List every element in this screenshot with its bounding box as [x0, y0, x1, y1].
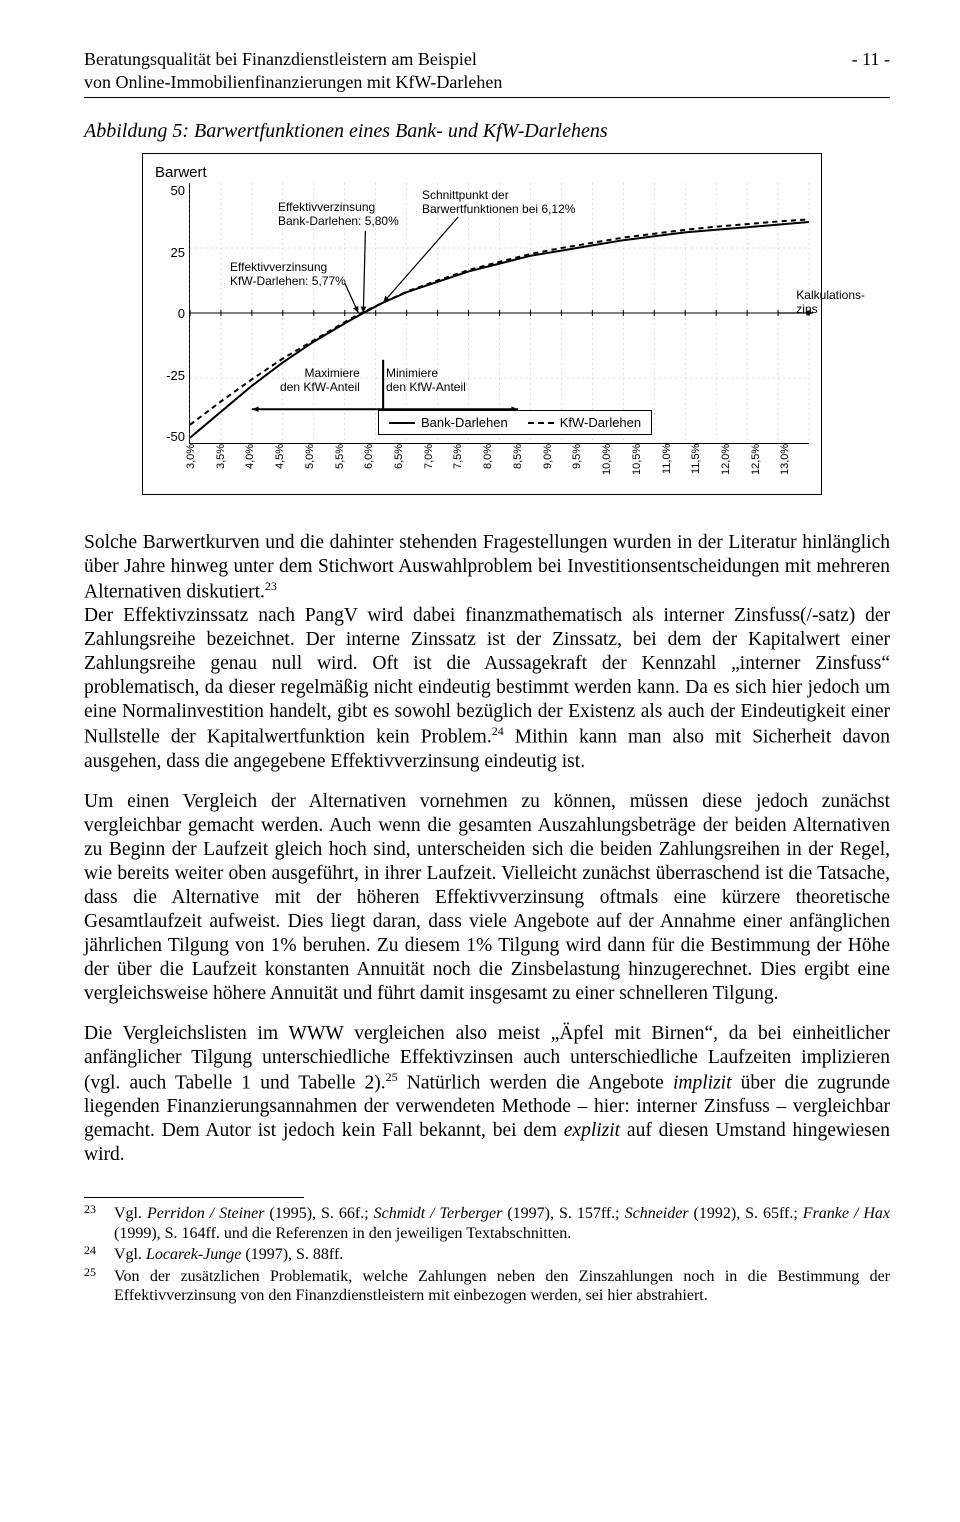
xtick: 12,0%	[720, 444, 750, 482]
ytick: 25	[155, 245, 185, 260]
xtick: 4,5%	[274, 444, 304, 482]
footnote-ref-24: 24	[492, 724, 504, 738]
legend-bank: Bank-Darlehen	[389, 415, 508, 430]
footnote-25: 25 Von der zusätzlichen Problematik, wel…	[84, 1267, 890, 1306]
running-header: Beratungsqualität bei Finanzdienstleiste…	[84, 48, 890, 98]
footnote-24: 24 Vgl. Locarek-Junge (1997), S. 88ff.	[84, 1245, 890, 1265]
footnote-23: 23 Vgl. Perridon / Steiner (1995), S. 66…	[84, 1204, 890, 1243]
page-number: - 11 -	[852, 48, 890, 71]
xtick: 12,5%	[750, 444, 780, 482]
plot-area: 50 25 0 -25 -50 Effektivverzinsung Bank-…	[155, 183, 809, 444]
xtick: 4,0%	[244, 444, 274, 482]
page: Beratungsqualität bei Finanzdienstleiste…	[0, 0, 960, 1368]
xtick: 10,0%	[601, 444, 631, 482]
legend-swatch-solid	[389, 422, 415, 424]
p3-text2: Natürlich werden die Angebote	[398, 1072, 673, 1093]
paragraph-3: Die Vergleichslisten im WWW vergleichen …	[84, 1022, 890, 1167]
footnote-num: 25	[84, 1265, 114, 1304]
xtick: 5,0%	[304, 444, 334, 482]
annot-bank-eff: Effektivverzinsung Bank-Darlehen: 5,80%	[278, 201, 399, 229]
legend-label: Bank-Darlehen	[421, 415, 508, 430]
paragraph-1: Solche Barwertkurven und die dahinter st…	[84, 531, 890, 774]
legend-label: KfW-Darlehen	[560, 415, 641, 430]
y-axis-labels: 50 25 0 -25 -50	[155, 183, 189, 444]
footnote-ref-25: 25	[386, 1070, 398, 1084]
xtick: 8,0%	[482, 444, 512, 482]
annot-minimiere: Minimiere den KfW-Anteil	[386, 367, 466, 395]
x-axis-labels: 3,0%3,5%4,0%4,5%5,0%5,5%6,0%6,5%7,0%7,5%…	[185, 444, 809, 482]
xtick: 10,5%	[631, 444, 661, 482]
ytick: 0	[155, 306, 185, 321]
xtick: 5,5%	[334, 444, 364, 482]
xtick: 3,5%	[215, 444, 245, 482]
annot-kfw-eff: Effektivverzinsung KfW-Darlehen: 5,77%	[230, 261, 346, 289]
legend-kfw: KfW-Darlehen	[528, 415, 641, 430]
footnote-text: Vgl. Perridon / Steiner (1995), S. 66f.;…	[114, 1204, 890, 1243]
annot-maximiere: Maximiere den KfW-Anteil	[280, 367, 360, 395]
annot-intersect: Schnittpunkt der Barwertfunktionen bei 6…	[422, 189, 575, 217]
xtick: 6,0%	[363, 444, 393, 482]
p2-text: Um einen Vergleich der Alternativen vorn…	[84, 791, 890, 1004]
chart-legend: Bank-Darlehen KfW-Darlehen	[378, 410, 652, 435]
footnote-separator	[84, 1197, 304, 1198]
footnote-ref-23: 23	[265, 579, 277, 593]
annot-kalkulationszins: Kalkulations- zins	[796, 289, 865, 317]
p3-italic2: explizit	[564, 1120, 620, 1141]
footnote-num: 24	[84, 1243, 114, 1263]
footnote-num: 23	[84, 1202, 114, 1241]
xtick: 7,5%	[452, 444, 482, 482]
xtick: 13,0%	[779, 444, 809, 482]
xtick: 6,5%	[393, 444, 423, 482]
xtick: 8,5%	[512, 444, 542, 482]
header-title: Beratungsqualität bei Finanzdienstleiste…	[84, 48, 502, 93]
xtick: 9,5%	[571, 444, 601, 482]
ytick: -25	[155, 368, 185, 383]
p1-text: Solche Barwertkurven und die dahinter st…	[84, 532, 890, 602]
xtick: 7,0%	[423, 444, 453, 482]
plot-svg-container: Effektivverzinsung Bank-Darlehen: 5,80% …	[189, 183, 809, 444]
xtick: 3,0%	[185, 444, 215, 482]
chart-y-title: Barwert	[155, 164, 809, 181]
footnote-text: Vgl. Locarek-Junge (1997), S. 88ff.	[114, 1245, 890, 1265]
p3-italic1: implizit	[673, 1072, 732, 1093]
legend-swatch-dashed	[528, 422, 554, 424]
figure-caption: Abbildung 5: Barwertfunktionen eines Ban…	[84, 120, 890, 143]
xtick: 11,0%	[661, 444, 691, 482]
xtick: 9,0%	[542, 444, 572, 482]
xtick: 11,5%	[690, 444, 720, 482]
ytick: 50	[155, 183, 185, 198]
footnotes: 23 Vgl. Perridon / Steiner (1995), S. 66…	[84, 1204, 890, 1306]
paragraph-2: Um einen Vergleich der Alternativen vorn…	[84, 790, 890, 1006]
ytick: -50	[155, 429, 185, 444]
barwert-chart: Barwert 50 25 0 -25 -50 Effektivverzinsu…	[142, 153, 822, 495]
footnote-text: Von der zusätzlichen Problematik, welche…	[114, 1267, 890, 1306]
